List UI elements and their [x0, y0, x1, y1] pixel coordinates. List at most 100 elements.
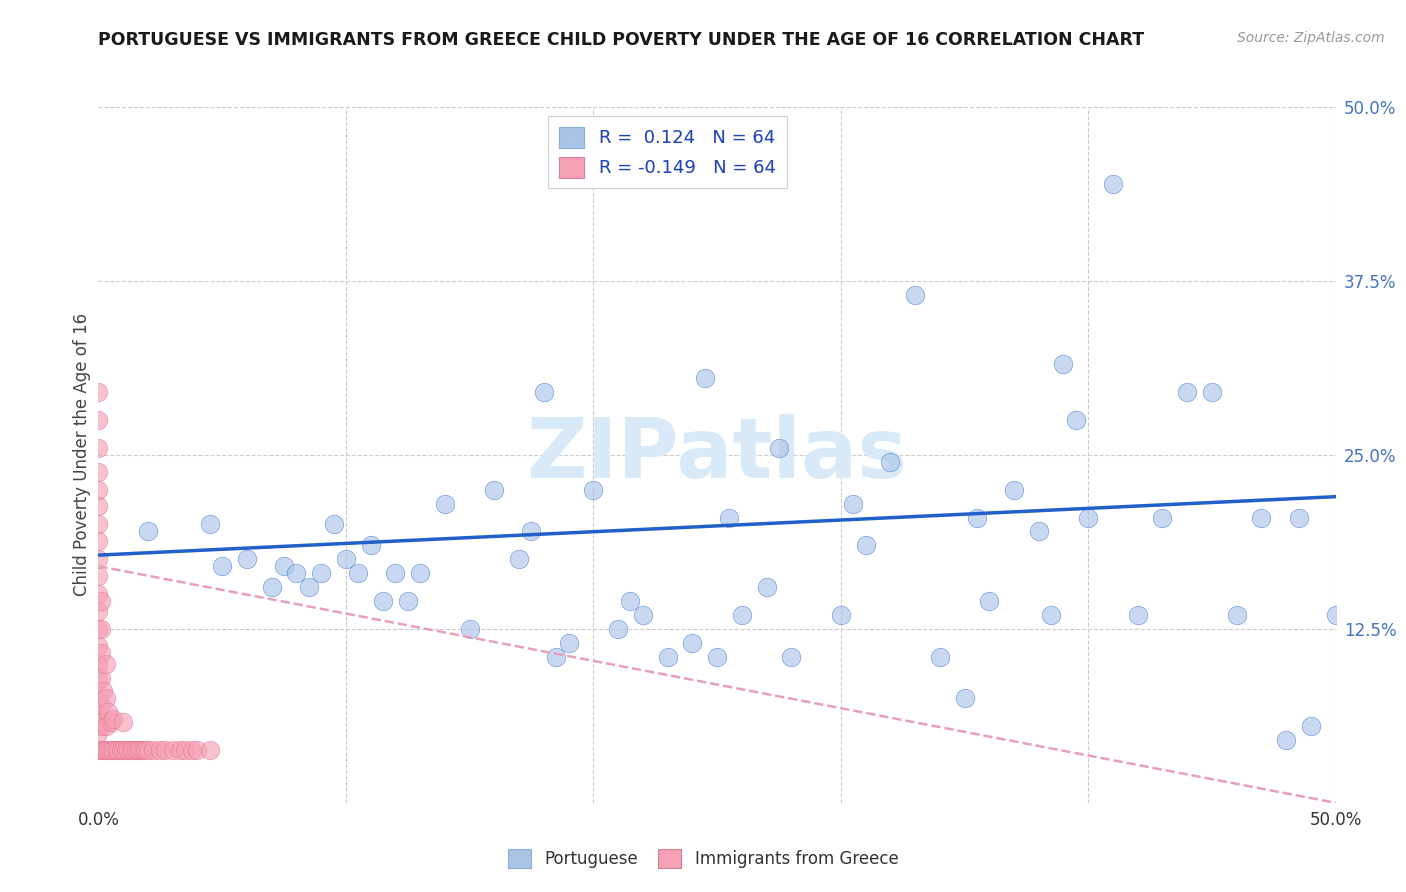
Point — [93, 715, 115, 730]
Point — [87, 622, 110, 636]
Point — [87, 726, 110, 740]
Point — [162, 743, 184, 757]
Point — [953, 691, 976, 706]
Point — [1299, 719, 1322, 733]
Point — [132, 743, 155, 757]
Point — [129, 743, 152, 757]
Point — [1064, 413, 1087, 427]
Point — [87, 639, 110, 653]
Point — [384, 566, 406, 581]
Point — [1288, 510, 1310, 524]
Point — [87, 587, 110, 601]
Point — [87, 385, 110, 400]
Point — [198, 517, 221, 532]
Point — [87, 691, 110, 706]
Point — [1052, 358, 1074, 372]
Point — [87, 604, 110, 618]
Text: ZIPatlas: ZIPatlas — [527, 415, 907, 495]
Point — [520, 524, 543, 539]
Point — [928, 649, 950, 664]
Point — [1226, 607, 1249, 622]
Point — [1324, 607, 1347, 622]
Point — [107, 743, 129, 757]
Text: PORTUGUESE VS IMMIGRANTS FROM GREECE CHILD POVERTY UNDER THE AGE OF 16 CORRELATI: PORTUGUESE VS IMMIGRANTS FROM GREECE CHI… — [98, 31, 1144, 49]
Point — [114, 743, 136, 757]
Point — [186, 743, 208, 757]
Point — [607, 622, 630, 636]
Point — [657, 649, 679, 664]
Text: Source: ZipAtlas.com: Source: ZipAtlas.com — [1237, 31, 1385, 45]
Point — [174, 743, 197, 757]
Point — [508, 552, 530, 566]
Point — [1077, 510, 1099, 524]
Point — [546, 649, 568, 664]
Point — [93, 743, 115, 757]
Point — [879, 455, 901, 469]
Point — [1175, 385, 1198, 400]
Point — [124, 743, 146, 757]
Point — [87, 483, 110, 497]
Point — [979, 594, 1001, 608]
Point — [104, 743, 127, 757]
Point — [830, 607, 852, 622]
Point — [1152, 510, 1174, 524]
Point — [484, 483, 506, 497]
Point — [149, 743, 172, 757]
Point — [1002, 483, 1025, 497]
Point — [631, 607, 654, 622]
Point — [842, 497, 865, 511]
Point — [136, 524, 159, 539]
Point — [211, 559, 233, 574]
Point — [87, 708, 110, 723]
Point — [1028, 524, 1050, 539]
Point — [87, 552, 110, 566]
Point — [557, 636, 579, 650]
Point — [87, 534, 110, 549]
Point — [966, 510, 988, 524]
Point — [120, 743, 142, 757]
Point — [1250, 510, 1272, 524]
Point — [90, 743, 112, 757]
Point — [87, 413, 110, 427]
Point — [1126, 607, 1149, 622]
Point — [117, 743, 139, 757]
Point — [768, 441, 790, 455]
Point — [409, 566, 432, 581]
Legend: R =  0.124   N = 64, R = -0.149   N = 64: R = 0.124 N = 64, R = -0.149 N = 64 — [548, 116, 787, 188]
Point — [103, 712, 125, 726]
Point — [260, 580, 283, 594]
Point — [87, 673, 110, 688]
Point — [94, 743, 117, 757]
Point — [87, 657, 110, 671]
Point — [87, 500, 110, 514]
Point — [371, 594, 394, 608]
Point — [706, 649, 728, 664]
Point — [285, 566, 308, 581]
Point — [693, 371, 716, 385]
Point — [87, 569, 110, 583]
Point — [619, 594, 641, 608]
Point — [134, 743, 156, 757]
Point — [87, 441, 110, 455]
Point — [100, 715, 122, 730]
Point — [127, 743, 149, 757]
Point — [169, 743, 191, 757]
Point — [718, 510, 741, 524]
Point — [100, 743, 122, 757]
Point — [87, 743, 110, 757]
Point — [298, 580, 321, 594]
Point — [90, 671, 112, 685]
Point — [433, 497, 456, 511]
Point — [97, 743, 120, 757]
Point — [94, 719, 117, 733]
Point — [90, 594, 112, 608]
Point — [780, 649, 803, 664]
Point — [181, 743, 204, 757]
Point — [533, 385, 555, 400]
Point — [1201, 385, 1223, 400]
Point — [110, 743, 132, 757]
Point — [731, 607, 754, 622]
Point — [155, 743, 177, 757]
Point — [93, 684, 115, 698]
Point — [1102, 177, 1125, 191]
